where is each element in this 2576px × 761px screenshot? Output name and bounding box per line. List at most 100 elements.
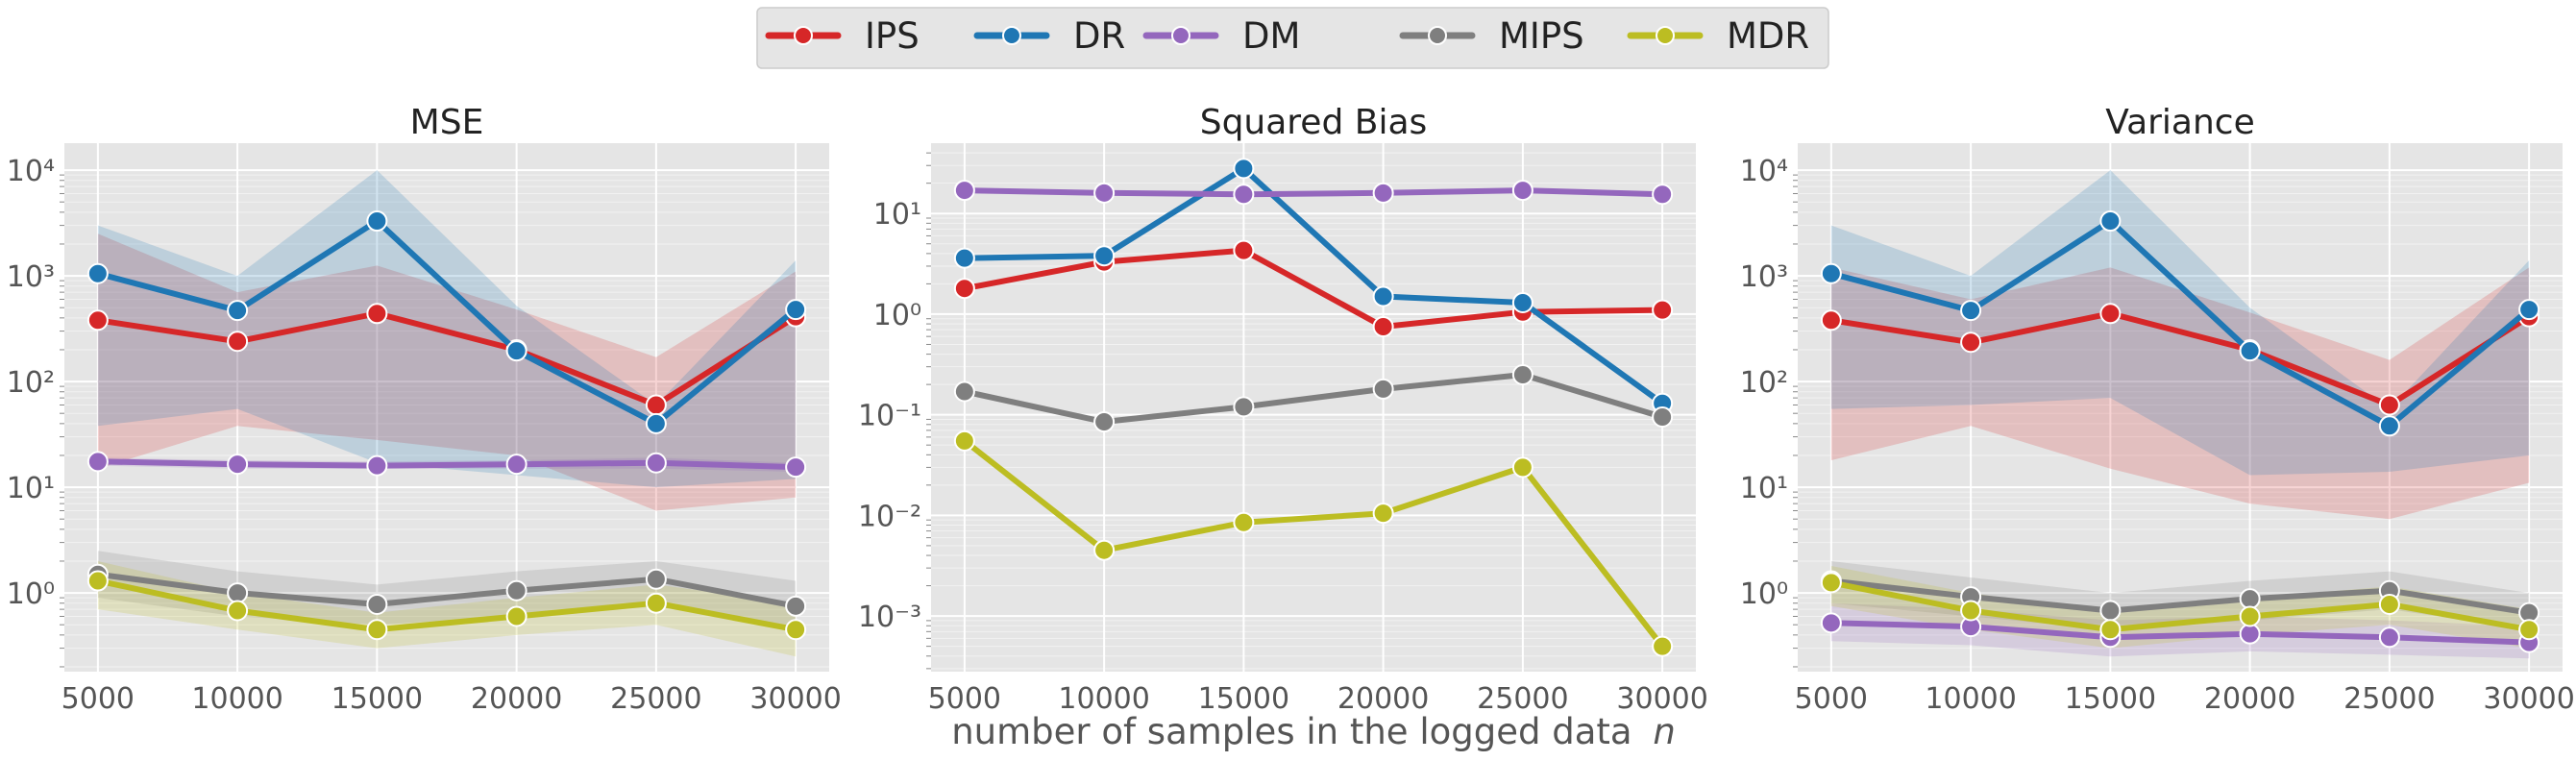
- series-line-dm: [97, 458, 797, 471]
- point-mdr: [366, 619, 388, 641]
- point-dm: [1372, 182, 1394, 204]
- point-dm: [1093, 182, 1116, 204]
- point-mdr: [2239, 605, 2261, 627]
- point-mdr: [1820, 572, 1842, 594]
- x-tick-label: 15000: [2065, 682, 2156, 716]
- x-tick-label: 15000: [331, 682, 423, 716]
- x-tick-label: 20000: [1337, 682, 1429, 716]
- x-tick-label: 15000: [1198, 682, 1289, 716]
- point-dr: [2518, 299, 2540, 321]
- point-mdr: [785, 619, 807, 641]
- band-mips: [97, 551, 797, 630]
- point-dm: [1233, 184, 1255, 206]
- point-dm: [1820, 612, 1842, 634]
- point-dm: [366, 454, 388, 477]
- panel-variance: 10⁰ 10¹ 10² 10³ 10⁴ 5000 10000 15000 20000 25000 3…: [1740, 103, 2575, 716]
- y-tick-label: 10⁻¹: [858, 400, 921, 433]
- point-dm: [953, 180, 975, 202]
- y-tick-label: 10¹: [873, 198, 921, 232]
- x-tick-label: 25000: [1477, 682, 1568, 716]
- point-mips: [505, 579, 527, 601]
- y-tick-label: 10⁰: [7, 577, 55, 611]
- point-ips: [1652, 299, 1674, 321]
- x-axis-label-text: number of samples in the logged data: [951, 711, 1631, 752]
- point-mips: [366, 593, 388, 615]
- point-ips: [86, 309, 109, 331]
- y-tick-label: 10²: [1740, 366, 1788, 400]
- point-ips: [953, 278, 975, 300]
- y-tick-label: 10³: [1740, 260, 1788, 294]
- legend-marker-mips: [1428, 26, 1447, 45]
- series-line-mips: [1830, 577, 2530, 616]
- point-ips: [1233, 239, 1255, 261]
- y-tick-label: 10⁻²: [858, 500, 921, 533]
- legend: IPS DR DM MIPS MDR: [756, 7, 1829, 69]
- point-dr: [645, 412, 667, 434]
- y-tick-label: 10⁻³: [858, 601, 921, 634]
- y-tick-label: 10¹: [7, 472, 55, 505]
- point-mips: [1511, 363, 1533, 385]
- point-dr: [366, 210, 388, 233]
- band-ips: [97, 233, 797, 511]
- legend-entry-mips: MIPS: [1399, 15, 1584, 57]
- point-mdr: [505, 605, 527, 627]
- point-dr: [1233, 158, 1255, 180]
- point-mips: [1652, 405, 1674, 428]
- x-tick-label: 5000: [928, 682, 1001, 716]
- legend-label-dr: DR: [1073, 15, 1125, 57]
- point-mdr: [227, 600, 249, 622]
- point-ips: [366, 303, 388, 325]
- series-line-mdr: [1830, 579, 2530, 633]
- legend-entry-ips: IPS: [765, 15, 920, 57]
- panel-mse: 10⁰ 10¹ 10² 10³ 10⁴ 5000 10000 15000 20000 25000 3…: [7, 103, 842, 716]
- legend-box: [756, 7, 1829, 69]
- point-mdr: [86, 570, 109, 592]
- band-mdr: [97, 561, 797, 657]
- point-dr: [2099, 210, 2122, 233]
- panel-title: Squared Bias: [1200, 103, 1428, 142]
- band-mips: [1830, 561, 2530, 630]
- series-line-ips: [1830, 310, 2531, 408]
- y-tick-label: 10⁰: [873, 299, 921, 332]
- point-dr: [86, 262, 109, 284]
- x-axis-label-var: n: [1653, 711, 1675, 752]
- series-line-mips: [964, 372, 1663, 425]
- legend-label-mdr: MDR: [1727, 15, 1809, 57]
- legend-entry-mdr: MDR: [1627, 15, 1809, 57]
- point-mdr: [1511, 456, 1533, 479]
- y-tick-label: 10¹: [1740, 472, 1788, 505]
- y-tick-label: 10⁴: [7, 155, 55, 188]
- x-tick-label: 25000: [610, 682, 701, 716]
- series-line-dm: [1830, 620, 2530, 646]
- point-mdr: [2099, 619, 2122, 641]
- plot-area: [64, 143, 829, 672]
- point-mdr: [1652, 635, 1674, 657]
- series-line-dr: [964, 165, 1664, 406]
- point-mdr: [645, 592, 667, 614]
- point-dm: [2378, 626, 2400, 649]
- point-dr: [953, 247, 975, 269]
- point-dm: [86, 451, 109, 473]
- y-tick-label: 10²: [7, 366, 55, 400]
- y-tick-label: 10⁴: [1740, 155, 1788, 188]
- series-line-mips: [97, 571, 797, 609]
- point-ips: [1820, 309, 1842, 331]
- point-mips: [2099, 600, 2122, 622]
- point-mips: [953, 380, 975, 403]
- point-dr: [1820, 262, 1842, 284]
- x-tick-label: 5000: [61, 682, 135, 716]
- series-line-mdr: [97, 577, 797, 633]
- legend-label-dm: DM: [1242, 15, 1300, 57]
- point-mdr: [1960, 600, 1982, 622]
- plot-area: [1798, 143, 2563, 672]
- point-dm: [227, 454, 249, 476]
- point-mips: [1372, 378, 1394, 400]
- series-line-dm: [964, 187, 1663, 198]
- point-dr: [1511, 291, 1533, 313]
- point-ips: [2378, 394, 2400, 416]
- series-line-ips: [964, 247, 1663, 330]
- point-dm: [505, 454, 527, 476]
- series-line-mdr: [963, 438, 1665, 649]
- x-tick-label: 5000: [1795, 682, 1868, 716]
- point-mips: [227, 582, 249, 604]
